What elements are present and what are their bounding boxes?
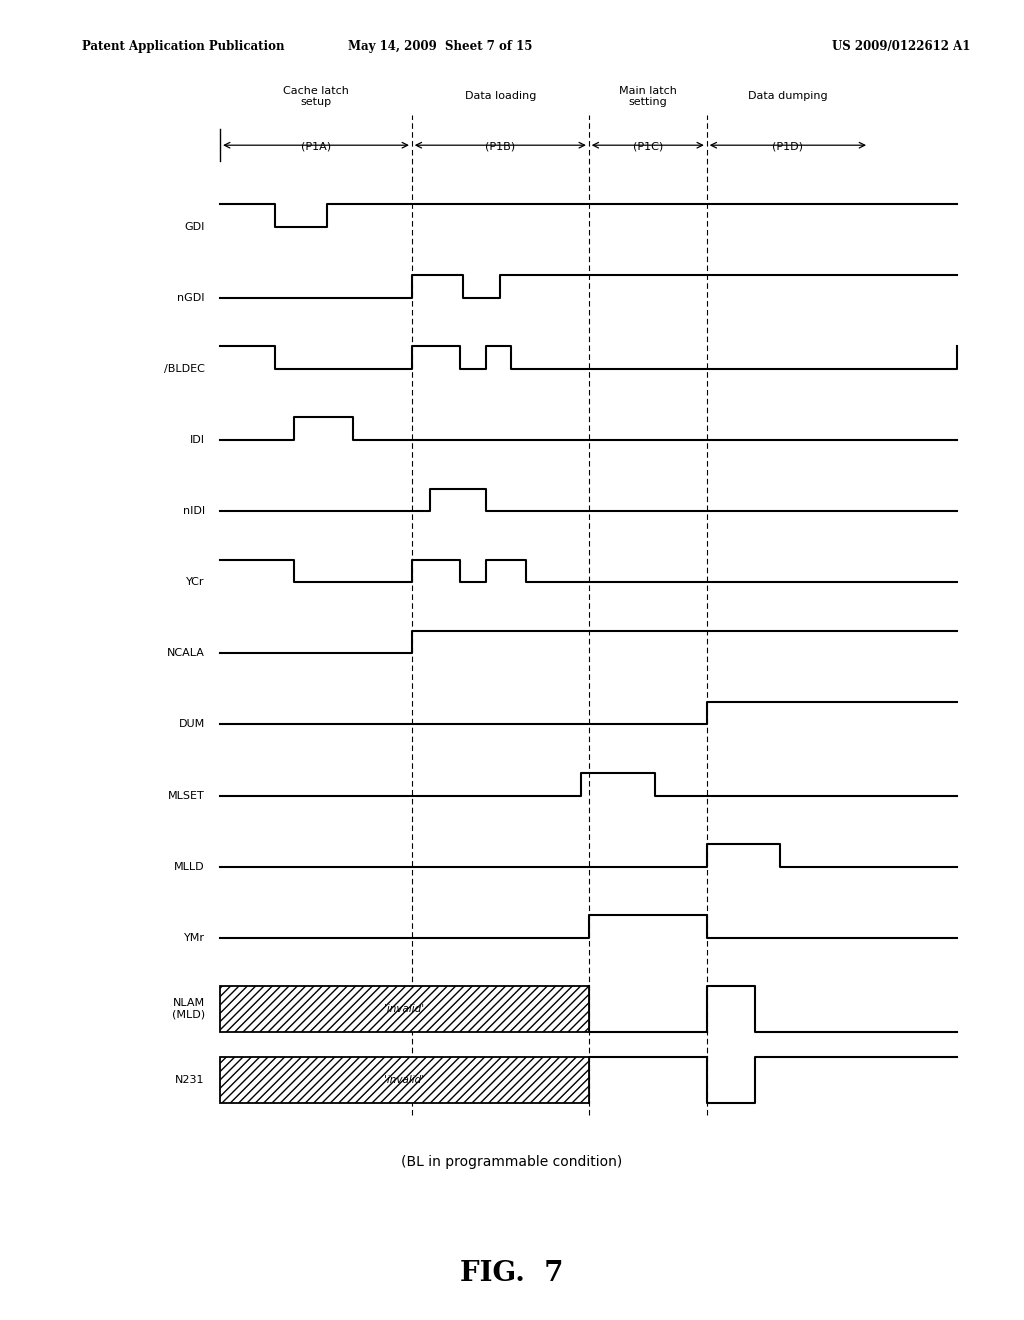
Text: (P1D): (P1D) xyxy=(772,141,804,152)
Text: (P1B): (P1B) xyxy=(485,141,515,152)
Text: Patent Application Publication: Patent Application Publication xyxy=(82,40,285,53)
Text: MLSET: MLSET xyxy=(168,791,205,800)
Text: Data loading: Data loading xyxy=(465,91,536,102)
Text: (P1A): (P1A) xyxy=(301,141,331,152)
Text: (BL in programmable condition): (BL in programmable condition) xyxy=(401,1155,623,1168)
Text: Data dumping: Data dumping xyxy=(749,91,827,102)
Text: N231: N231 xyxy=(175,1074,205,1085)
Text: IDI: IDI xyxy=(189,436,205,445)
Text: DUM: DUM xyxy=(178,719,205,730)
Text: (P1C): (P1C) xyxy=(633,141,663,152)
Text: US 2009/0122612 A1: US 2009/0122612 A1 xyxy=(831,40,971,53)
Text: YCr: YCr xyxy=(186,577,205,587)
Text: 'invalid': 'invalid' xyxy=(384,1003,425,1014)
Text: May 14, 2009  Sheet 7 of 15: May 14, 2009 Sheet 7 of 15 xyxy=(348,40,532,53)
Text: NLAM
(MLD): NLAM (MLD) xyxy=(172,998,205,1019)
Text: nGDI: nGDI xyxy=(177,293,205,304)
Text: /BLDEC: /BLDEC xyxy=(164,364,205,374)
Bar xyxy=(220,1057,589,1102)
Text: NCALA: NCALA xyxy=(167,648,205,659)
Text: Main latch
setting: Main latch setting xyxy=(618,86,677,107)
Text: YMr: YMr xyxy=(183,933,205,942)
Text: GDI: GDI xyxy=(184,222,205,232)
Text: FIG.  7: FIG. 7 xyxy=(460,1261,564,1287)
Text: Cache latch
setup: Cache latch setup xyxy=(283,86,349,107)
Bar xyxy=(220,986,589,1031)
Text: nIDI: nIDI xyxy=(182,507,205,516)
Text: MLLD: MLLD xyxy=(174,862,205,871)
Text: 'invalid': 'invalid' xyxy=(384,1074,425,1085)
